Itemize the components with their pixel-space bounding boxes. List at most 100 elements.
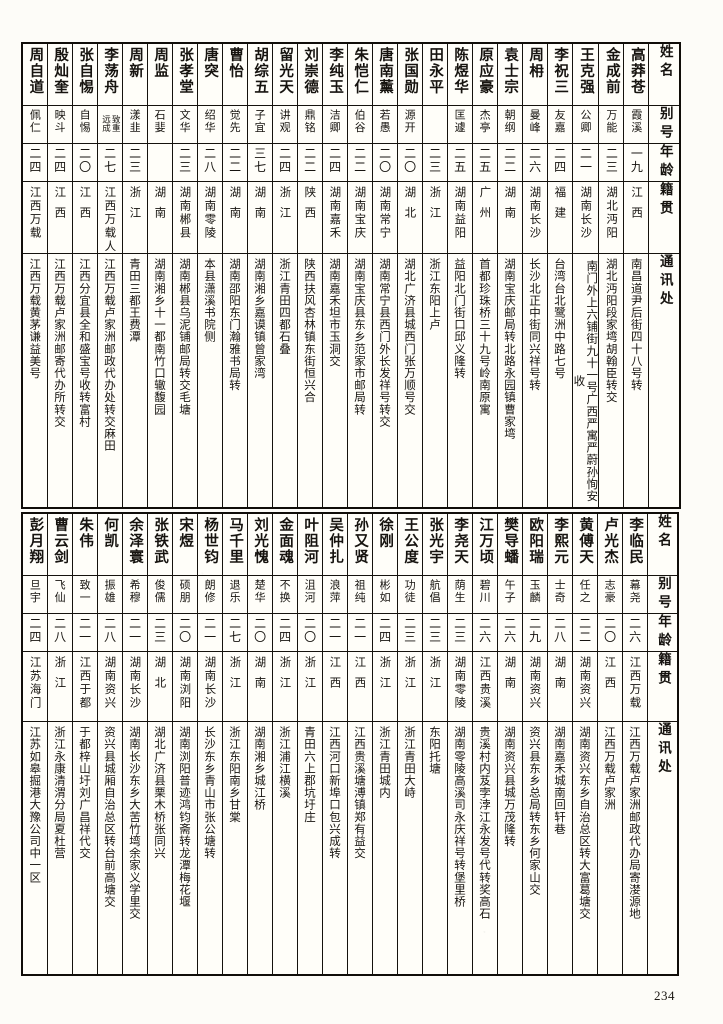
- address-text: 湖北广济县栗木桥张同兴: [152, 725, 167, 859]
- cell-alias: 荫生: [446, 574, 473, 614]
- name-text: 吴仲扎: [327, 517, 344, 565]
- age-text: 二四: [27, 616, 42, 644]
- cell-native_place: 湖南零陵: [446, 650, 473, 722]
- cell-alias: 玉麟: [521, 574, 548, 614]
- native_place-text: 浙江: [428, 655, 443, 697]
- cell-native_place: 江西万载人: [96, 180, 123, 254]
- cell-name: 周自道: [21, 43, 48, 106]
- cell-alias: 希穆: [121, 574, 148, 614]
- roster-row-native_place: 江苏海门 浙江 江西于都 湖南资兴 湖南长沙 湖北 湖南浏阳 湖南长沙 浙江 湖南 浙江 浙江 江西 江西…: [21, 650, 679, 722]
- age-text: 二四: [52, 146, 67, 174]
- cell-native_place: 湖南长沙: [121, 650, 148, 722]
- address-text: 浙江永康清渭分局夏杜营: [52, 725, 67, 859]
- cell-native_place: 湖南资兴: [521, 650, 548, 722]
- cell-age: 二〇: [396, 142, 423, 182]
- alias-text: 洁卿: [328, 108, 342, 134]
- address-text: 江苏如皋掘港大豫公司中一区: [28, 725, 43, 883]
- cell-address: 浙江浦江横溪: [271, 720, 298, 976]
- alias-text: 振雄: [103, 578, 117, 604]
- cell-address: 湖北沔阳段家塆胡翰臣转交: [598, 253, 625, 508]
- cell-age: 二六: [471, 612, 498, 652]
- cell-address: 湖北广济县城西门张万顺号交: [396, 253, 423, 508]
- native_place-text: 江西贵溪: [478, 655, 493, 710]
- age-text: 二三: [604, 146, 619, 174]
- age-text: 二〇: [177, 616, 192, 644]
- alias-text: 祖纯: [353, 578, 367, 604]
- address-text: 首都珍珠桥三十九号岭南原寓: [477, 258, 492, 416]
- cell-name: 孙又贤: [346, 513, 373, 576]
- age-text: 二六: [527, 146, 542, 174]
- cell-native_place: 江西: [46, 180, 73, 254]
- age-text: 二四: [377, 616, 392, 644]
- cell-native_place: 江西: [596, 650, 623, 722]
- age-text: 二〇: [77, 146, 92, 174]
- cell-address: 台湾台北鹭洲中路七号: [546, 253, 573, 508]
- address-text: 东阳托塘: [427, 725, 442, 774]
- cell-name: 叶阻河: [296, 513, 323, 576]
- cell-alias: 佩仁: [21, 104, 48, 144]
- native_place-text: 湖北: [153, 655, 168, 697]
- address-text: 湖南湘乡十一都南竹口辙馥园: [152, 258, 167, 416]
- cell-name: 张自惕: [71, 43, 98, 106]
- cell-alias: 石婓: [146, 104, 173, 144]
- cell-address: 长沙北正中街同兴祥号转: [521, 253, 548, 508]
- cell-alias: 浪萍: [321, 574, 348, 614]
- cell-alias: 映斗: [46, 104, 73, 144]
- roster-row-address: 江西万载黄茅谦益美号 江西万载卢家洲邮寄代办所转交 江西分宜县全和盛宝号收转富村 江西…: [21, 253, 681, 508]
- cell-alias: 自惕: [71, 104, 98, 144]
- page-number: 234: [654, 988, 675, 1003]
- cell-native_place: 浙江: [46, 650, 73, 722]
- cell-age: 二一: [571, 142, 600, 182]
- cell-address: 首都珍珠桥三十九号岭南原寓: [471, 253, 498, 508]
- age-text: 二九: [527, 616, 542, 644]
- name-text: 王克强: [577, 47, 594, 95]
- cell-alias: [421, 104, 448, 144]
- cell-age: 二〇: [596, 612, 623, 652]
- cell-name: 彭月翔: [21, 513, 48, 576]
- cell-age: 二三: [598, 142, 625, 182]
- native_place-text: 江西万载人: [103, 185, 118, 253]
- alias-text: 功徒: [403, 578, 417, 604]
- alias-text: 楚华: [253, 578, 267, 604]
- native_place-text: 浙江: [53, 655, 68, 697]
- address-text: 青田六上郡坑圩庄: [302, 725, 317, 823]
- cell-name: 徐刚: [371, 513, 398, 576]
- cell-name: 周枏: [521, 43, 548, 106]
- address-text: 江西河口新埠口包兴成转: [327, 725, 342, 859]
- address-text: 湖南常宁县西门外长发祥号转交: [377, 258, 392, 428]
- age-text: 二一: [127, 616, 142, 644]
- native_place-text: 湖南: [253, 655, 268, 697]
- address-text: 南门外上六铺街九十一号广西严寓严蔚孙恂安收: [572, 260, 599, 502]
- cell-alias: 旦宇: [21, 574, 48, 614]
- cell-name: 李临民: [621, 513, 648, 576]
- cell-address: 湖南邵阳东门瀚雅书局转: [221, 253, 248, 508]
- column-header-text: 姓名: [656, 44, 673, 81]
- native_place-text: 浙江: [303, 655, 318, 697]
- age-text: 二三: [402, 616, 417, 644]
- native_place-text: 湖南: [228, 185, 243, 227]
- age-text: 二一: [77, 616, 92, 644]
- age-text: 二二: [227, 146, 242, 174]
- age-text: 二〇: [402, 146, 417, 174]
- name-text: 周监: [152, 47, 169, 79]
- roster-row-age: 二四 二四 二〇 二七 二三 二三 二八 二二 三七 二四 二二 二四 二二 二〇 二〇 二三 二五 二五 二二 二六…: [21, 142, 681, 182]
- native_place-text: 湖北: [403, 185, 418, 227]
- cell-native_place: 福建: [546, 180, 573, 254]
- cell-age: 二八: [96, 612, 123, 652]
- age-text: 二三: [427, 616, 442, 644]
- cell-alias: 文华: [171, 104, 198, 144]
- address-text: 江西贵溪塘溥镇郑有益交: [352, 725, 367, 859]
- cell-age: 二一: [71, 612, 98, 652]
- age-text: 二一: [327, 616, 342, 644]
- name-text: 曹怡: [227, 47, 244, 79]
- cell-name: 欧阳瑞: [521, 513, 548, 576]
- cell-alias: 漾韭: [121, 104, 148, 144]
- cell-age: 二六: [621, 612, 648, 652]
- cell-age: 二四: [46, 142, 73, 182]
- name-text: 江万顷: [477, 517, 494, 565]
- cell-address: 浙江青田四都石叠: [271, 253, 298, 508]
- age-text: 三七: [252, 146, 267, 174]
- native_place-text: 江西万载: [628, 655, 643, 710]
- cell-native_place: 湖南宝庆: [346, 180, 373, 254]
- cell-address: 浙江青田大峙: [396, 720, 423, 976]
